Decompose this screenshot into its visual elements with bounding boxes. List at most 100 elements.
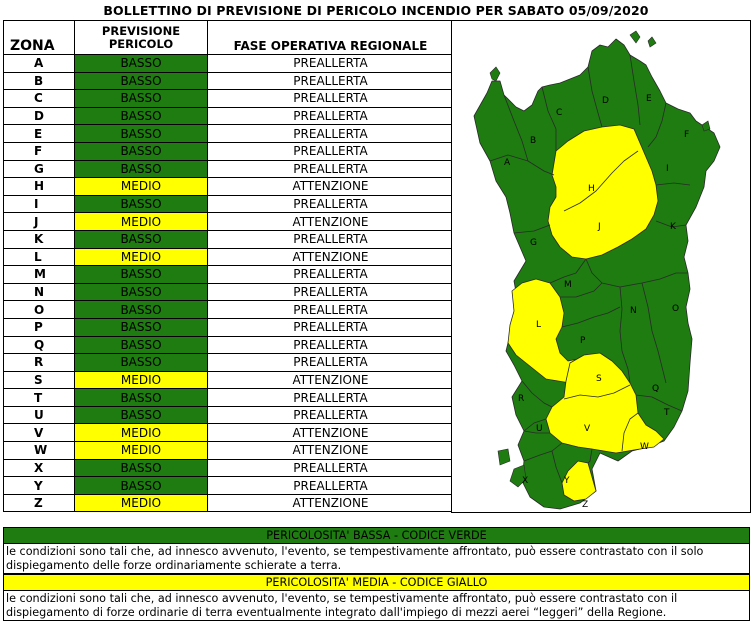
map-zone-label: F bbox=[684, 130, 689, 140]
danger-level: BASSO bbox=[74, 405, 208, 425]
table-row: W MEDIO ATTENZIONE bbox=[3, 441, 454, 460]
zone-letter: U bbox=[3, 405, 75, 425]
zone-letter: N bbox=[3, 282, 75, 302]
zone-letter: B bbox=[3, 71, 75, 91]
table-row: V MEDIO ATTENZIONE bbox=[3, 423, 454, 443]
map-zone-label: X bbox=[522, 476, 528, 486]
zone-letter: T bbox=[3, 388, 75, 407]
map-zone-label: I bbox=[666, 164, 669, 174]
map-zone-label: Q bbox=[652, 384, 659, 394]
zone-letter: A bbox=[3, 54, 75, 73]
map-zone-label: P bbox=[580, 336, 586, 346]
operational-phase: ATTENZIONE bbox=[207, 423, 454, 443]
operational-phase: PREALLERTA bbox=[207, 353, 454, 372]
table-row: Y BASSO PREALLERTA bbox=[3, 476, 454, 495]
danger-level: BASSO bbox=[74, 317, 208, 337]
zone-letter: L bbox=[3, 247, 75, 267]
zone-letter: V bbox=[3, 423, 75, 443]
zone-letter: G bbox=[3, 159, 75, 179]
sardinia-map-svg: A B C D E F G H I J K L M N O P Q R S T U V W X Y Z bbox=[473, 30, 721, 510]
danger-level: BASSO bbox=[74, 71, 208, 91]
legend-bassa-text: le condizioni sono tali che, ad innesco … bbox=[4, 544, 749, 574]
map-island-asinara bbox=[489, 66, 501, 82]
danger-level: BASSO bbox=[74, 282, 208, 302]
map-zone-label: S bbox=[596, 374, 602, 384]
table-row: U BASSO PREALLERTA bbox=[3, 405, 454, 425]
danger-level: BASSO bbox=[74, 229, 208, 249]
header-zona: ZONA bbox=[3, 20, 75, 55]
map-zone-label: D bbox=[602, 96, 609, 106]
operational-phase: PREALLERTA bbox=[207, 141, 454, 161]
operational-phase: PREALLERTA bbox=[207, 317, 454, 337]
table-row: F BASSO PREALLERTA bbox=[3, 141, 454, 161]
zone-table: ZONA PREVISIONE PERICOLO FASE OPERATIVA … bbox=[3, 20, 454, 513]
map-zone-label: H bbox=[588, 184, 595, 194]
map-zone-label: T bbox=[663, 408, 670, 418]
danger-level: MEDIO bbox=[74, 441, 208, 460]
zone-letter: I bbox=[3, 194, 75, 214]
operational-phase: PREALLERTA bbox=[207, 476, 454, 495]
danger-level: BASSO bbox=[74, 194, 208, 214]
map-zone-label: R bbox=[518, 394, 524, 404]
zone-letter: J bbox=[3, 212, 75, 231]
danger-level: BASSO bbox=[74, 54, 208, 73]
zone-letter: H bbox=[3, 177, 75, 196]
map-region-base bbox=[473, 38, 721, 510]
danger-level: BASSO bbox=[74, 300, 208, 319]
danger-level: BASSO bbox=[74, 335, 208, 355]
table-row: K BASSO PREALLERTA bbox=[3, 229, 454, 249]
zone-letter: R bbox=[3, 353, 75, 372]
map-zone-label: J bbox=[597, 222, 601, 232]
header-fase: FASE OPERATIVA REGIONALE bbox=[207, 20, 454, 55]
operational-phase: PREALLERTA bbox=[207, 71, 454, 91]
map-zone-label: K bbox=[670, 222, 677, 232]
operational-phase: PREALLERTA bbox=[207, 282, 454, 302]
operational-phase: PREALLERTA bbox=[207, 335, 454, 355]
table-row: X BASSO PREALLERTA bbox=[3, 458, 454, 478]
map-zone-label: B bbox=[530, 136, 536, 146]
map-zone-label: A bbox=[504, 158, 511, 168]
map-zone-label: E bbox=[646, 94, 652, 104]
operational-phase: PREALLERTA bbox=[207, 300, 454, 319]
map-island-sant-antioco bbox=[509, 464, 527, 488]
operational-phase: ATTENZIONE bbox=[207, 247, 454, 267]
table-row: N BASSO PREALLERTA bbox=[3, 282, 454, 302]
danger-level: MEDIO bbox=[74, 177, 208, 196]
map-zone-label: M bbox=[564, 280, 572, 290]
sardinia-map: A B C D E F G H I J K L M N O P Q R S T U V W X Y Z bbox=[451, 20, 751, 513]
table-row: T BASSO PREALLERTA bbox=[3, 388, 454, 407]
table-row: M BASSO PREALLERTA bbox=[3, 265, 454, 284]
table-row: L MEDIO ATTENZIONE bbox=[3, 247, 454, 267]
table-row: C BASSO PREALLERTA bbox=[3, 89, 454, 108]
map-zone-label: U bbox=[536, 424, 543, 434]
operational-phase: PREALLERTA bbox=[207, 229, 454, 249]
table-row: Z MEDIO ATTENZIONE bbox=[3, 493, 454, 513]
operational-phase: PREALLERTA bbox=[207, 54, 454, 73]
zone-letter: F bbox=[3, 141, 75, 161]
zone-letter: K bbox=[3, 229, 75, 249]
operational-phase: ATTENZIONE bbox=[207, 441, 454, 460]
map-zone-label: V bbox=[584, 424, 591, 434]
zone-letter: C bbox=[3, 89, 75, 108]
danger-level: MEDIO bbox=[74, 423, 208, 443]
table-row: G BASSO PREALLERTA bbox=[3, 159, 454, 179]
operational-phase: PREALLERTA bbox=[207, 89, 454, 108]
table-row: O BASSO PREALLERTA bbox=[3, 300, 454, 319]
danger-level: MEDIO bbox=[74, 247, 208, 267]
map-zone-label: N bbox=[630, 306, 637, 316]
danger-level: BASSO bbox=[74, 353, 208, 372]
danger-level: MEDIO bbox=[74, 212, 208, 231]
danger-level: BASSO bbox=[74, 458, 208, 478]
map-zone-label: G bbox=[530, 238, 537, 248]
operational-phase: PREALLERTA bbox=[207, 106, 454, 126]
operational-phase: ATTENZIONE bbox=[207, 177, 454, 196]
operational-phase: ATTENZIONE bbox=[207, 212, 454, 231]
legend-bassa-title: PERICOLOSITA' BASSA - CODICE VERDE bbox=[4, 528, 749, 544]
zone-letter: D bbox=[3, 106, 75, 126]
header-previsione: PREVISIONE PERICOLO bbox=[74, 20, 208, 55]
zone-letter: P bbox=[3, 317, 75, 337]
map-region-z bbox=[561, 460, 597, 502]
operational-phase: PREALLERTA bbox=[207, 159, 454, 179]
map-island-caprera bbox=[647, 36, 657, 48]
zone-letter: M bbox=[3, 265, 75, 284]
